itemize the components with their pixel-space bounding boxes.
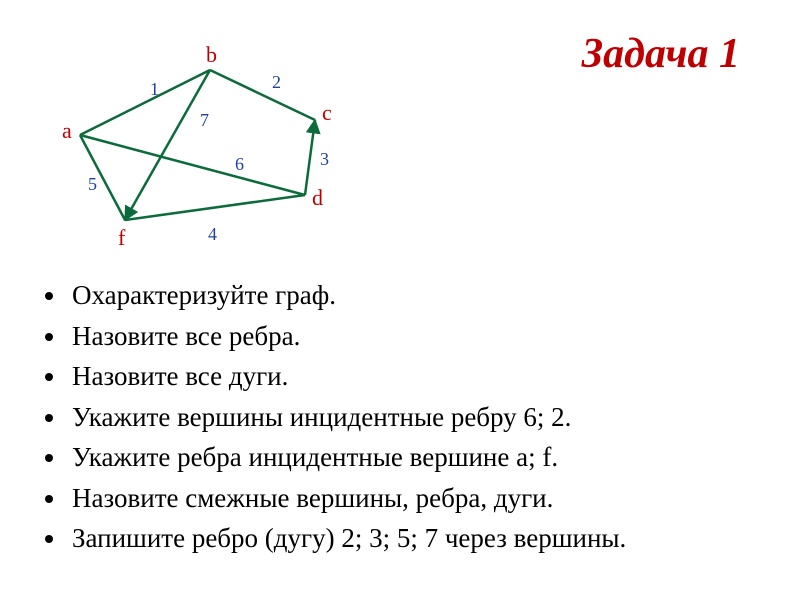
edge-label-7: 7 [200, 110, 209, 130]
edge-5 [80, 135, 125, 220]
bullet-item: Назовите все дуги. [68, 356, 760, 397]
bullet-item: Назовите смежные вершины, ребра, дуги. [68, 478, 760, 519]
bullet-item: Укажите ребра инцидентные вершине a; f. [68, 437, 760, 478]
task-list: Охарактеризуйте граф.Назовите все ребра.… [40, 275, 760, 559]
node-label-d: d [312, 185, 323, 210]
edge-label-2: 2 [272, 72, 281, 92]
edge-4 [125, 195, 305, 220]
bullet-item: Укажите вершины инцидентные ребру 6; 2. [68, 397, 760, 438]
bullet-item: Назовите все ребра. [68, 316, 760, 357]
edge-label-5: 5 [88, 174, 97, 194]
edge-label-6: 6 [235, 154, 244, 174]
slide-title: Задача 1 [582, 30, 740, 78]
edge-3 [305, 120, 315, 195]
edge-label-4: 4 [208, 224, 217, 244]
bullet-item: Запишите ребро (дугу) 2; 3; 5; 7 через в… [68, 518, 760, 559]
edge-2 [210, 70, 315, 120]
edge-label-3: 3 [320, 149, 329, 169]
node-label-b: b [206, 42, 217, 67]
graph-svg: 1 2 3 4 5 6 7 a b c d f [40, 40, 365, 270]
node-label-c: c [322, 100, 332, 125]
bullet-list: Охарактеризуйте граф.Назовите все ребра.… [40, 275, 760, 559]
edge-6 [80, 135, 305, 195]
bullet-item: Охарактеризуйте граф. [68, 275, 760, 316]
node-label-f: f [118, 225, 126, 250]
graph-diagram: 1 2 3 4 5 6 7 a b c d f [40, 40, 365, 270]
slide: Задача 1 1 2 3 4 5 6 7 a b c d f Охарактеризуйте гр… [0, 0, 800, 600]
edge-label-1: 1 [150, 79, 159, 99]
node-label-a: a [62, 118, 72, 143]
